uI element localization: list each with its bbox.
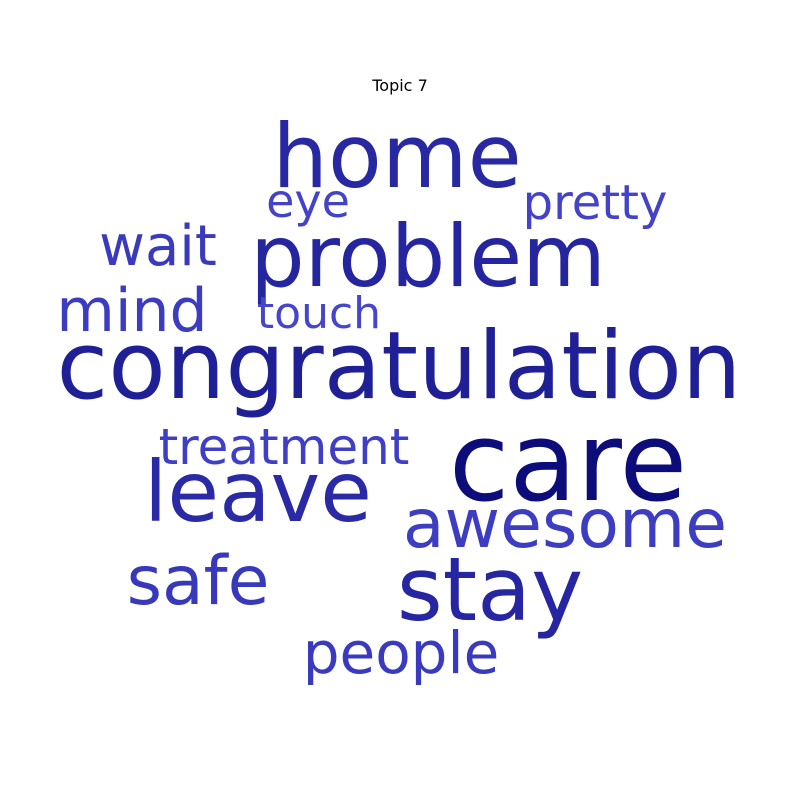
chart-title: Topic 7: [372, 76, 428, 95]
word-eye: eye: [266, 174, 350, 228]
word-pretty: pretty: [523, 175, 668, 231]
word-wait: wait: [99, 214, 217, 279]
word-leave: leave: [144, 443, 372, 541]
word-mind: mind: [56, 276, 207, 346]
word-home: home: [272, 105, 521, 208]
word-people: people: [303, 619, 500, 687]
word-problem: problem: [250, 207, 606, 307]
word-touch: touch: [257, 288, 381, 339]
word-treatment: treatment: [159, 418, 410, 476]
word-stay: stay: [397, 538, 583, 641]
word-congratulation: congratulation: [57, 312, 742, 421]
word-care: care: [449, 398, 687, 526]
word-awesome: awesome: [403, 485, 727, 564]
word-safe: safe: [127, 542, 270, 621]
